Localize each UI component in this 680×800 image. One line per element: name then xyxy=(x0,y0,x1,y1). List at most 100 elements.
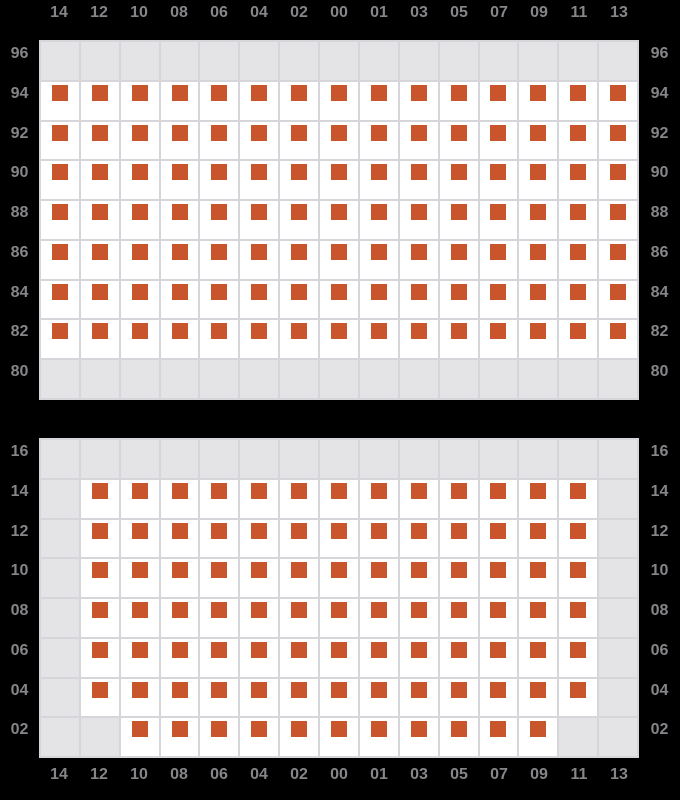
year-cell[interactable] xyxy=(160,81,199,120)
year-cell[interactable] xyxy=(41,280,79,319)
year-cell[interactable] xyxy=(320,678,358,717)
year-cell[interactable] xyxy=(559,519,598,558)
year-cell[interactable] xyxy=(160,559,199,597)
year-cell[interactable] xyxy=(320,81,358,120)
year-cell[interactable] xyxy=(200,718,239,756)
year-cell[interactable] xyxy=(519,718,558,756)
year-cell[interactable] xyxy=(200,678,239,717)
year-cell[interactable] xyxy=(519,121,558,160)
year-cell[interactable] xyxy=(160,599,199,637)
year-cell[interactable] xyxy=(120,81,159,120)
year-cell[interactable] xyxy=(200,121,239,160)
year-cell[interactable] xyxy=(240,479,279,518)
year-cell[interactable] xyxy=(559,121,598,160)
year-cell[interactable] xyxy=(359,81,398,120)
year-cell[interactable] xyxy=(240,638,279,677)
year-cell[interactable] xyxy=(280,320,319,359)
year-cell[interactable] xyxy=(120,559,159,597)
year-cell[interactable] xyxy=(479,161,518,200)
year-cell[interactable] xyxy=(280,161,319,200)
year-cell[interactable] xyxy=(599,320,637,359)
year-cell[interactable] xyxy=(359,519,398,558)
year-cell[interactable] xyxy=(399,81,438,120)
year-cell[interactable] xyxy=(599,201,637,239)
year-cell[interactable] xyxy=(280,479,319,518)
year-cell[interactable] xyxy=(359,161,398,200)
year-cell[interactable] xyxy=(479,320,518,359)
year-cell[interactable] xyxy=(559,201,598,239)
year-cell[interactable] xyxy=(240,678,279,717)
year-cell[interactable] xyxy=(439,599,478,637)
year-cell[interactable] xyxy=(359,240,398,279)
year-cell[interactable] xyxy=(479,479,518,518)
year-cell[interactable] xyxy=(359,280,398,319)
year-cell[interactable] xyxy=(80,280,119,319)
year-cell[interactable] xyxy=(599,121,637,160)
year-cell[interactable] xyxy=(240,280,279,319)
year-cell[interactable] xyxy=(120,320,159,359)
year-cell[interactable] xyxy=(519,240,558,279)
year-cell[interactable] xyxy=(80,559,119,597)
year-cell[interactable] xyxy=(559,599,598,637)
year-cell[interactable] xyxy=(559,320,598,359)
year-cell[interactable] xyxy=(320,280,358,319)
year-cell[interactable] xyxy=(559,240,598,279)
year-cell[interactable] xyxy=(120,599,159,637)
year-cell[interactable] xyxy=(439,240,478,279)
year-cell[interactable] xyxy=(359,599,398,637)
year-cell[interactable] xyxy=(399,718,438,756)
year-cell[interactable] xyxy=(240,320,279,359)
year-cell[interactable] xyxy=(120,479,159,518)
year-cell[interactable] xyxy=(280,638,319,677)
year-cell[interactable] xyxy=(439,121,478,160)
year-cell[interactable] xyxy=(120,201,159,239)
year-cell[interactable] xyxy=(399,559,438,597)
year-cell[interactable] xyxy=(439,678,478,717)
year-cell[interactable] xyxy=(80,599,119,637)
year-cell[interactable] xyxy=(240,201,279,239)
year-cell[interactable] xyxy=(280,201,319,239)
year-cell[interactable] xyxy=(599,280,637,319)
year-cell[interactable] xyxy=(240,121,279,160)
year-cell[interactable] xyxy=(320,718,358,756)
year-cell[interactable] xyxy=(479,280,518,319)
year-cell[interactable] xyxy=(80,479,119,518)
year-cell[interactable] xyxy=(200,559,239,597)
year-cell[interactable] xyxy=(399,320,438,359)
year-cell[interactable] xyxy=(200,201,239,239)
year-cell[interactable] xyxy=(359,638,398,677)
year-cell[interactable] xyxy=(120,519,159,558)
year-cell[interactable] xyxy=(320,519,358,558)
year-cell[interactable] xyxy=(320,599,358,637)
year-cell[interactable] xyxy=(519,599,558,637)
year-cell[interactable] xyxy=(399,201,438,239)
year-cell[interactable] xyxy=(120,280,159,319)
year-cell[interactable] xyxy=(519,201,558,239)
year-cell[interactable] xyxy=(439,479,478,518)
year-cell[interactable] xyxy=(479,121,518,160)
year-cell[interactable] xyxy=(439,320,478,359)
year-cell[interactable] xyxy=(399,678,438,717)
year-cell[interactable] xyxy=(559,638,598,677)
year-cell[interactable] xyxy=(240,161,279,200)
year-cell[interactable] xyxy=(240,81,279,120)
year-cell[interactable] xyxy=(439,201,478,239)
year-cell[interactable] xyxy=(160,479,199,518)
year-cell[interactable] xyxy=(120,638,159,677)
year-cell[interactable] xyxy=(559,161,598,200)
year-cell[interactable] xyxy=(240,519,279,558)
year-cell[interactable] xyxy=(359,201,398,239)
year-cell[interactable] xyxy=(280,678,319,717)
year-cell[interactable] xyxy=(439,559,478,597)
year-cell[interactable] xyxy=(479,201,518,239)
year-cell[interactable] xyxy=(519,678,558,717)
year-cell[interactable] xyxy=(399,280,438,319)
year-cell[interactable] xyxy=(320,479,358,518)
year-cell[interactable] xyxy=(320,121,358,160)
year-cell[interactable] xyxy=(359,559,398,597)
year-cell[interactable] xyxy=(519,280,558,319)
year-cell[interactable] xyxy=(280,121,319,160)
year-cell[interactable] xyxy=(41,240,79,279)
year-cell[interactable] xyxy=(80,201,119,239)
year-cell[interactable] xyxy=(200,280,239,319)
